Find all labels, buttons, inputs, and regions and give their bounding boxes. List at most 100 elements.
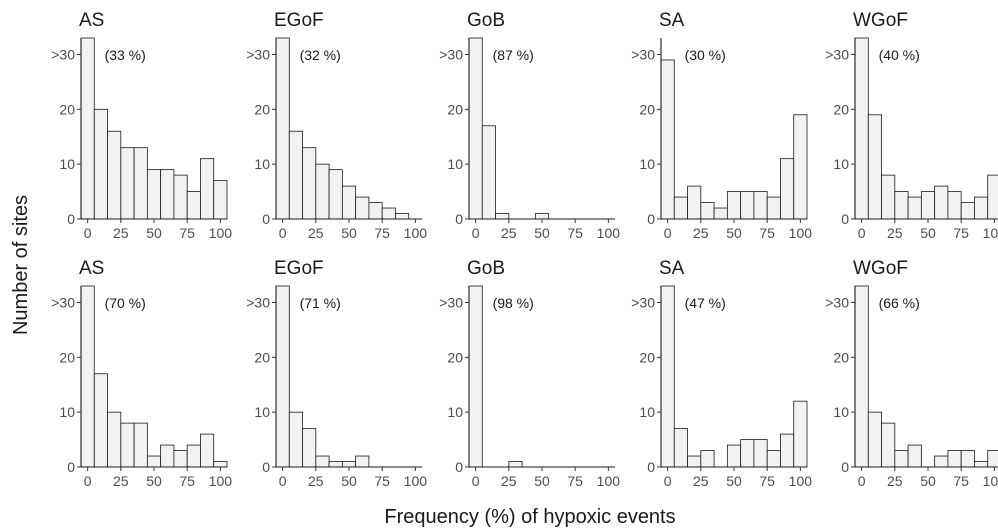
- x-tick-label: 75: [759, 225, 775, 241]
- x-tick-label: 0: [279, 473, 287, 489]
- histogram-bar: [133, 147, 148, 220]
- x-tick-label: 0: [84, 473, 92, 489]
- y-tick-label: 0: [262, 459, 270, 475]
- panel-title: AS: [79, 10, 104, 31]
- x-tick-label: 50: [534, 225, 550, 241]
- x-tick-label: 75: [953, 473, 969, 489]
- histogram-bar: [160, 169, 175, 220]
- histogram-bar: [974, 461, 989, 468]
- histogram-bar: [854, 37, 869, 220]
- histogram-bar: [315, 163, 330, 220]
- histogram-bar: [186, 191, 201, 220]
- x-tick-label: 100: [597, 473, 621, 489]
- x-tick-label: 25: [501, 473, 517, 489]
- percentage-annotation: (66 %): [879, 295, 920, 311]
- y-tick-label: 20: [254, 101, 270, 117]
- x-tick-label: 50: [726, 473, 742, 489]
- histogram-bar: [213, 461, 228, 468]
- facet-panel: WGoF 0 10 20 >30 0 25 50 75 100 (40 %): [825, 10, 998, 241]
- y-tick-label: 10: [833, 156, 849, 172]
- y-tick-label: 20: [639, 101, 655, 117]
- panel-title: GoB: [467, 258, 505, 279]
- histogram-bar: [766, 196, 781, 220]
- histogram-bar: [381, 207, 396, 220]
- x-tick-label: 25: [693, 473, 709, 489]
- histogram-bar: [355, 455, 370, 468]
- histogram-bar: [107, 130, 122, 220]
- y-tick-label: 20: [833, 349, 849, 365]
- histogram-bar: [660, 59, 675, 220]
- y-tick-label: 20: [447, 101, 463, 117]
- y-tick-label: 10: [639, 404, 655, 420]
- x-tick-label: 50: [146, 225, 162, 241]
- histogram-bar: [907, 444, 922, 468]
- histogram-bar: [987, 450, 998, 468]
- panel-title: SA: [659, 10, 685, 31]
- histogram-bar: [173, 174, 188, 220]
- y-tick-label: 10: [639, 156, 655, 172]
- y-tick-label: 10: [59, 404, 75, 420]
- x-tick-label: 50: [920, 225, 936, 241]
- x-tick-label: 75: [374, 225, 390, 241]
- histogram-bar: [395, 213, 410, 220]
- x-tick-label: 50: [726, 225, 742, 241]
- x-tick-label: 0: [858, 473, 866, 489]
- histogram-bar: [80, 285, 95, 468]
- x-tick-label: 75: [179, 473, 195, 489]
- panel-title: WGoF: [853, 258, 908, 279]
- percentage-annotation: (47 %): [685, 295, 726, 311]
- histogram-bar: [302, 147, 317, 220]
- panel-title: AS: [79, 258, 104, 279]
- histogram-bar: [481, 125, 496, 220]
- x-tick-label: 50: [341, 225, 357, 241]
- x-tick-label: 25: [308, 473, 324, 489]
- histogram-bar: [934, 185, 949, 220]
- histogram-bar: [881, 174, 896, 220]
- x-tick-label: 25: [693, 225, 709, 241]
- x-tick-label: 100: [404, 473, 428, 489]
- histogram-bar: [854, 285, 869, 468]
- histogram-bar: [753, 439, 768, 468]
- facet-panel: AS 0 10 20 >30 0 25 50 75 100 (70 %): [51, 258, 232, 489]
- panel-title: EGoF: [274, 258, 324, 279]
- histogram-bar: [920, 191, 936, 220]
- histogram-bar: [687, 185, 702, 220]
- histogram-bar: [780, 158, 795, 220]
- x-tick-label: 100: [209, 225, 233, 241]
- y-tick-label: 0: [67, 211, 75, 227]
- facet-panel: SA 0 10 20 >30 0 25 50 75 100 (30 %): [631, 10, 812, 241]
- x-tick-label: 100: [983, 225, 998, 241]
- y-tick-label: 20: [447, 349, 463, 365]
- facet-panel: AS 0 10 20 >30 0 25 50 75 100 (33 %): [51, 10, 232, 241]
- histogram-bar: [328, 169, 343, 220]
- x-tick-label: 25: [113, 473, 129, 489]
- x-tick-label: 25: [887, 225, 903, 241]
- x-tick-label: 50: [534, 473, 550, 489]
- y-tick-label: 0: [67, 459, 75, 475]
- histogram-bar: [368, 202, 383, 220]
- x-tick-label: 75: [374, 473, 390, 489]
- y-tick-label: >30: [825, 46, 849, 62]
- y-tick-label: 10: [254, 404, 270, 420]
- x-tick-label: 0: [858, 225, 866, 241]
- x-tick-label: 100: [789, 225, 813, 241]
- x-tick-label: 100: [597, 225, 621, 241]
- y-tick-label: 20: [833, 101, 849, 117]
- histogram-bar: [894, 191, 909, 220]
- y-tick-label: >30: [246, 46, 270, 62]
- histogram-bar: [793, 114, 808, 220]
- y-tick-label: 20: [639, 349, 655, 365]
- y-tick-label: 0: [647, 459, 655, 475]
- x-tick-label: 25: [501, 225, 517, 241]
- histogram-bar: [740, 439, 755, 468]
- y-tick-label: 10: [254, 156, 270, 172]
- y-tick-label: >30: [439, 294, 463, 310]
- x-tick-label: 50: [920, 473, 936, 489]
- histogram-bar: [894, 450, 909, 468]
- panel-title: GoB: [467, 10, 505, 31]
- histogram-bar: [275, 285, 290, 468]
- x-tick-label: 100: [983, 473, 998, 489]
- y-tick-label: 20: [59, 101, 75, 117]
- y-tick-label: 0: [841, 211, 849, 227]
- histogram-bar: [213, 180, 228, 220]
